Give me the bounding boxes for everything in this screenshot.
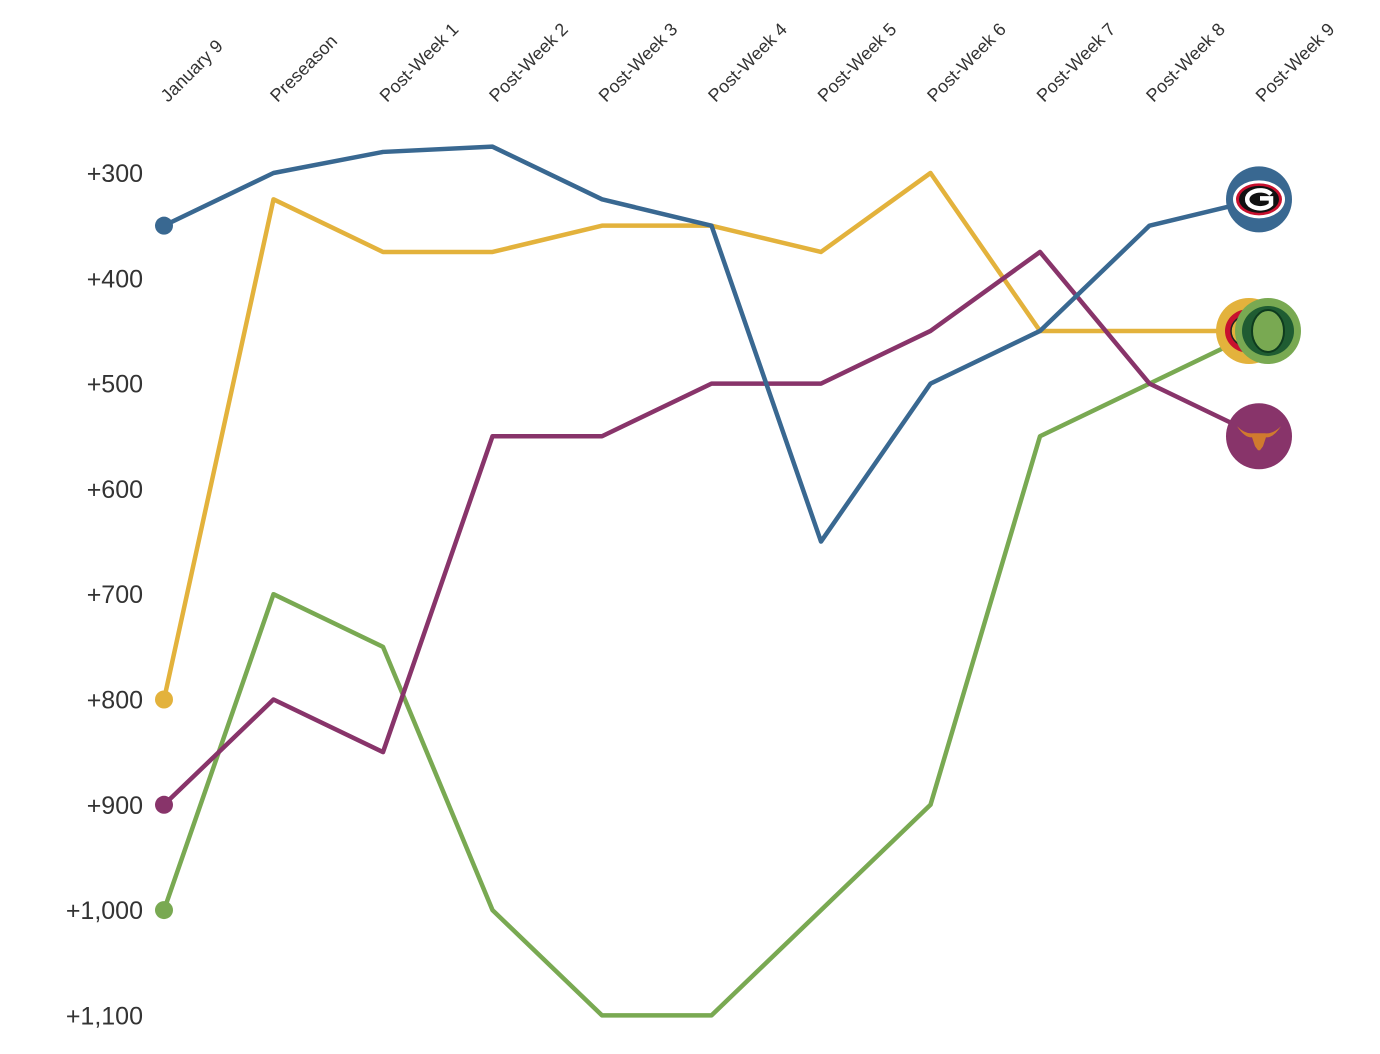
x-axis: January 9 Preseason Post-Week 1 Post-Week 2… bbox=[157, 19, 1339, 106]
series-line-oregon bbox=[161, 328, 1262, 1018]
texas-longhorn-logo bbox=[1226, 403, 1292, 470]
x-tick-label: Preseason bbox=[266, 31, 341, 106]
start-point-georgia bbox=[155, 216, 173, 235]
y-tick-label: +300 bbox=[87, 160, 143, 188]
end-logos: OH bbox=[1216, 166, 1301, 470]
x-tick-label: Post-Week 2 bbox=[485, 19, 572, 106]
start-markers bbox=[155, 216, 173, 920]
y-tick-label: +700 bbox=[87, 581, 143, 609]
y-axis: +300 +400 +500 +600 +700 +800 +900 +1,000 +1,100 bbox=[66, 160, 143, 1030]
x-tick-label: Post-Week 1 bbox=[376, 19, 463, 106]
series-line-georgia bbox=[161, 144, 1262, 544]
y-tick-label: +900 bbox=[87, 792, 143, 820]
y-tick-label: +1,100 bbox=[66, 1002, 143, 1030]
x-tick-label: Post-Week 9 bbox=[1252, 19, 1339, 106]
start-point-oregon bbox=[155, 901, 173, 920]
georgia-g-logo bbox=[1226, 166, 1292, 233]
x-tick-label: Post-Week 5 bbox=[814, 19, 901, 106]
x-tick-label: Post-Week 4 bbox=[704, 19, 791, 106]
y-tick-label: +1,000 bbox=[66, 897, 143, 925]
x-tick-label: Post-Week 8 bbox=[1142, 19, 1229, 106]
oregon-o-logo bbox=[1235, 297, 1301, 364]
y-tick-label: +600 bbox=[87, 476, 143, 504]
series-lines bbox=[161, 144, 1262, 1018]
start-point-ohio-state bbox=[155, 690, 173, 709]
y-tick-label: +500 bbox=[87, 371, 143, 399]
start-point-texas bbox=[155, 795, 173, 814]
y-tick-label: +400 bbox=[87, 265, 143, 293]
x-tick-label: Post-Week 7 bbox=[1033, 19, 1120, 106]
x-tick-label: Post-Week 3 bbox=[595, 19, 682, 106]
x-tick-label: January 9 bbox=[157, 36, 227, 106]
series-line-texas bbox=[161, 249, 1262, 808]
x-tick-label: Post-Week 6 bbox=[923, 19, 1010, 106]
y-tick-label: +800 bbox=[87, 687, 143, 715]
